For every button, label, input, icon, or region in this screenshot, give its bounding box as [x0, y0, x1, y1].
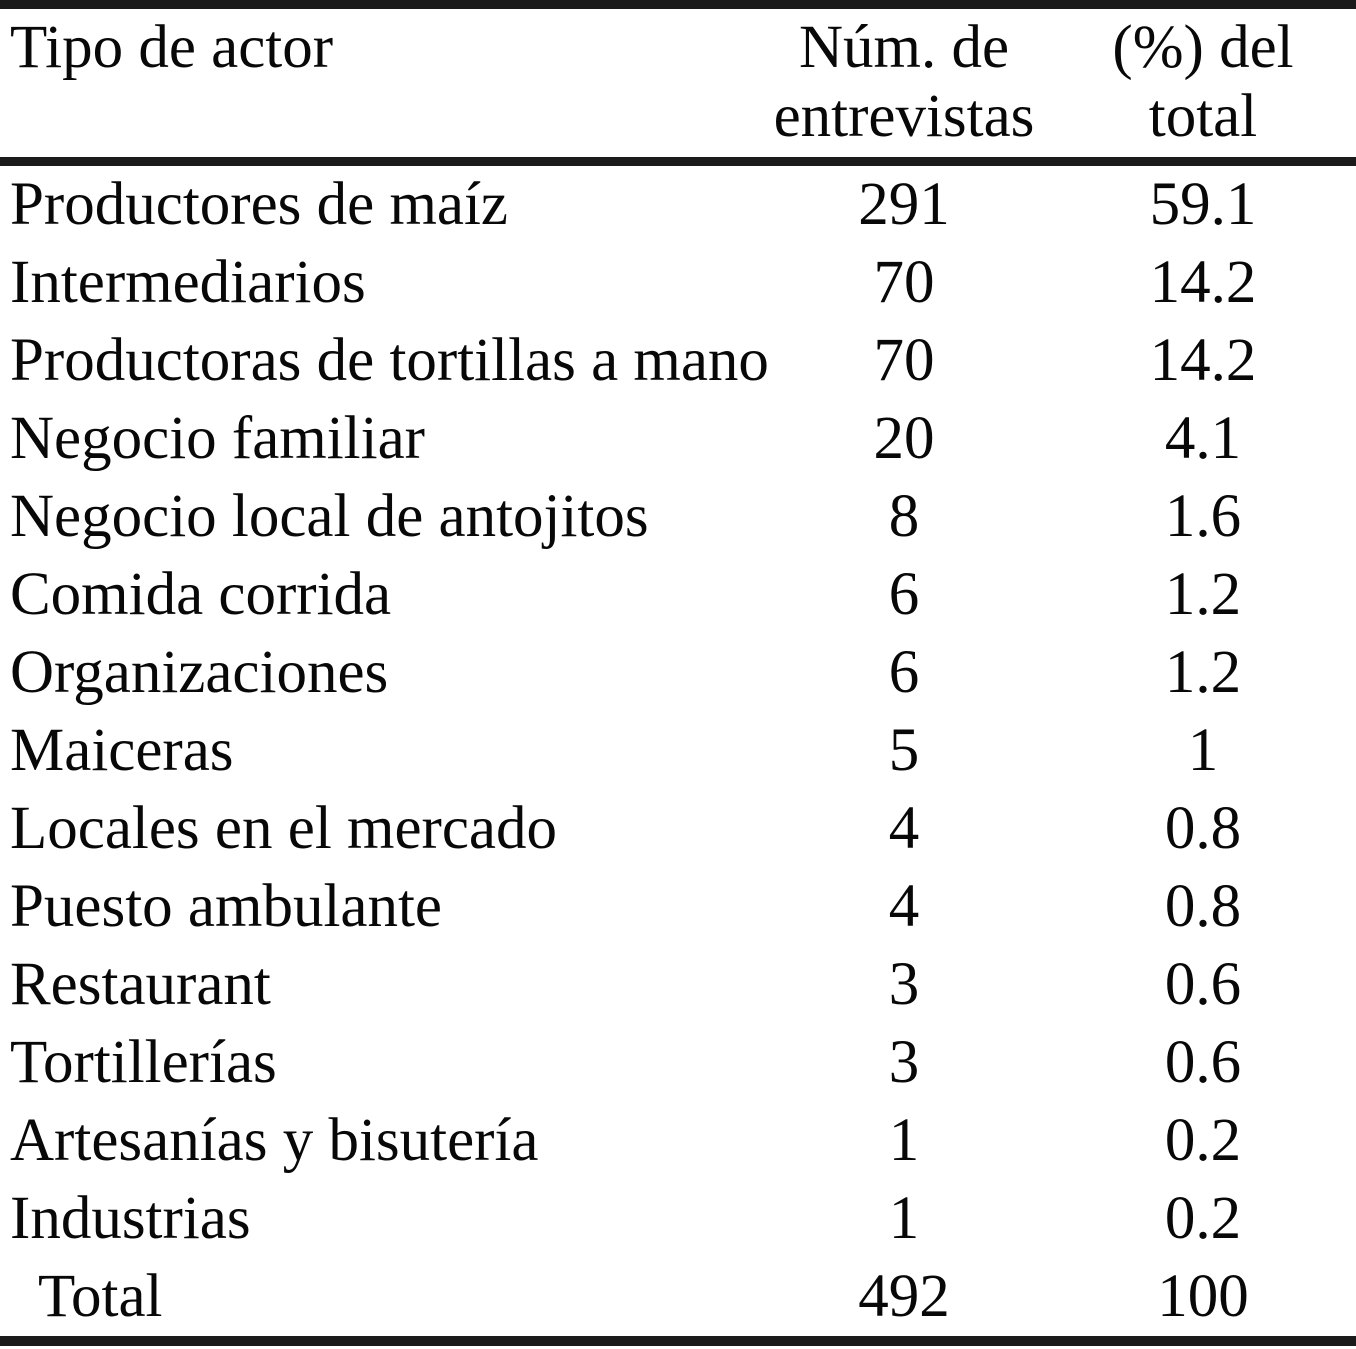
- actor-name: Locales en el mercado: [10, 795, 558, 862]
- percent-value: 1: [1187, 717, 1219, 784]
- percent-value: 0.6: [1164, 951, 1242, 1018]
- actor-name: Productoras de tortillas a mano: [10, 327, 769, 394]
- interviews-count: 6: [888, 639, 920, 706]
- actor-name: Tortillerías: [10, 1029, 277, 1096]
- table-row: Productoras de tortillas a mano 70 14.2: [0, 322, 1356, 400]
- actor-name: Maiceras: [10, 717, 234, 784]
- table-row: Restaurant 3 0.6: [0, 946, 1356, 1024]
- percent-value: 0.8: [1164, 795, 1242, 862]
- actor-name: Comida corrida: [10, 561, 392, 628]
- table-body: Productores de maíz 291 59.1 Intermediar…: [0, 162, 1356, 1342]
- table-row: Productores de maíz 291 59.1: [0, 162, 1356, 245]
- percent-value: 0.8: [1164, 873, 1242, 940]
- percent-value: 14.2: [1149, 327, 1257, 394]
- interviews-count: 1: [888, 1185, 920, 1252]
- interviews-count: 5: [888, 717, 920, 784]
- actor-name: Negocio local de antojitos: [10, 483, 649, 550]
- percent-value: 1.2: [1164, 639, 1242, 706]
- table-row: Intermediarios 70 14.2: [0, 244, 1356, 322]
- header-row: Tipo de actor Núm. de entrevistas (%) de…: [0, 4, 1356, 166]
- interviews-count: 20: [873, 405, 935, 472]
- total-interviews-count: 492: [858, 1263, 950, 1330]
- actor-name: Intermediarios: [10, 249, 366, 316]
- table-row: Locales en el mercado 4 0.8: [0, 790, 1356, 868]
- percent-value: 1.2: [1164, 561, 1242, 628]
- actor-name: Restaurant: [10, 951, 271, 1018]
- actor-name: Artesanías y bisutería: [10, 1107, 539, 1174]
- total-label: Total: [38, 1263, 163, 1330]
- table-row: Industrias 1 0.2: [0, 1180, 1356, 1258]
- table-row: Puesto ambulante 4 0.8: [0, 868, 1356, 946]
- actor-name: Productores de maíz: [10, 171, 509, 238]
- interviews-count: 4: [888, 795, 920, 862]
- percent-value: 1.6: [1164, 483, 1242, 550]
- column-header-pct-del-total: (%) del total: [1050, 4, 1356, 166]
- actor-name: Negocio familiar: [10, 405, 425, 472]
- table-row: Negocio local de antojitos 8 1.6: [0, 478, 1356, 556]
- interviews-count: 4: [888, 873, 920, 940]
- interviews-count: 3: [888, 1029, 920, 1096]
- table-row: Tortillerías 3 0.6: [0, 1024, 1356, 1102]
- table-row: Maiceras 5 1: [0, 712, 1356, 790]
- percent-value: 0.2: [1164, 1185, 1242, 1252]
- interviews-count: 70: [873, 327, 935, 394]
- table-row: Comida corrida 6 1.2: [0, 556, 1356, 634]
- table-row: Artesanías y bisutería 1 0.2: [0, 1102, 1356, 1180]
- table-row: Negocio familiar 20 4.1: [0, 400, 1356, 478]
- interviews-count: 6: [888, 561, 920, 628]
- actor-name: Industrias: [10, 1185, 251, 1252]
- column-header-num-entrevistas: Núm. de entrevistas: [758, 4, 1050, 166]
- percent-value: 0.6: [1164, 1029, 1242, 1096]
- table-header: Tipo de actor Núm. de entrevistas (%) de…: [0, 4, 1356, 166]
- interviews-count: 3: [888, 951, 920, 1018]
- percent-value: 4.1: [1164, 405, 1242, 472]
- interviews-count: 8: [888, 483, 920, 550]
- actor-name: Puesto ambulante: [10, 873, 443, 940]
- interviews-count: 70: [873, 249, 935, 316]
- actor-name: Organizaciones: [10, 639, 389, 706]
- table-row: Organizaciones 6 1.2: [0, 634, 1356, 712]
- percent-value: 14.2: [1149, 249, 1257, 316]
- interviews-count: 1: [888, 1107, 920, 1174]
- interviews-count: 291: [858, 171, 950, 238]
- column-header-tipo-de-actor: Tipo de actor: [0, 4, 758, 166]
- percent-value: 59.1: [1149, 171, 1257, 238]
- total-percent-value: 100: [1157, 1263, 1249, 1330]
- percent-value: 0.2: [1164, 1107, 1242, 1174]
- total-row: Total 492 100: [0, 1258, 1356, 1341]
